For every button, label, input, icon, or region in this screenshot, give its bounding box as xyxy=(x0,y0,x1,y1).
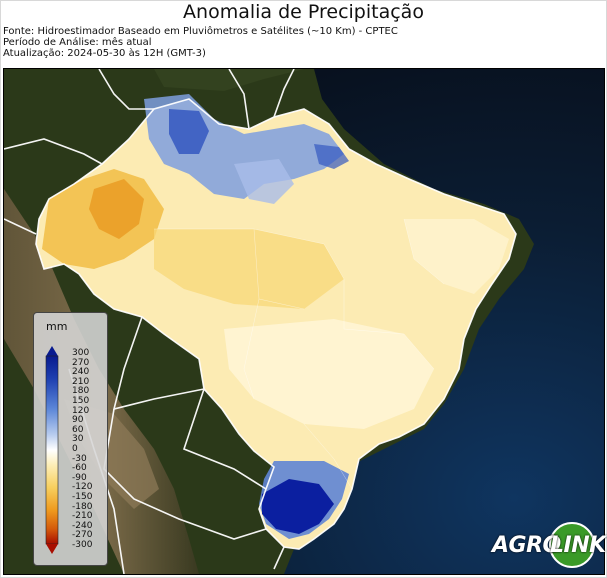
central-dry-zone xyxy=(154,229,344,309)
central-north-wet-patches xyxy=(234,159,294,204)
agrolink-logo: AGRO LINK xyxy=(490,522,606,570)
guyana-border xyxy=(228,69,250,130)
source-text: Fonte: Hidroestimador Baseado em Pluviôm… xyxy=(3,26,398,37)
legend-tick-label: 120 xyxy=(72,405,90,416)
legend-tick-label: -30 xyxy=(72,453,87,464)
venezuela-border xyxy=(98,69,154,110)
brazil-anomaly-field xyxy=(36,94,516,549)
northern-coast-land xyxy=(4,69,304,91)
north-strong-wet-zone xyxy=(169,109,209,154)
east-coast-zone xyxy=(404,219,509,294)
logo-text-agro: AGRO xyxy=(492,533,561,558)
legend-tick-label: -180 xyxy=(72,501,93,512)
legend-colorbar xyxy=(45,346,59,554)
precipitation-anomaly-map xyxy=(3,68,605,575)
legend-tick-label: 180 xyxy=(72,386,90,397)
legend-tick-label: 60 xyxy=(72,424,84,435)
uruguay-border xyxy=(273,546,285,570)
peru-border xyxy=(4,218,37,235)
logo-text-link: LINK xyxy=(550,533,606,558)
colombia-border xyxy=(4,138,103,165)
period-text: Período de Análise: mês atual xyxy=(3,37,152,48)
paraguay-border xyxy=(183,388,267,490)
legend-tick-label: -150 xyxy=(72,492,93,502)
legend-tick-label: -120 xyxy=(72,482,93,493)
suriname-border xyxy=(273,69,295,118)
legend-tick-label: -210 xyxy=(72,511,93,522)
update-text: Atualização: 2024-05-30 às 12H (GMT-3) xyxy=(3,48,206,59)
legend-tick-label: 210 xyxy=(72,376,90,387)
legend-tick-label: -90 xyxy=(72,472,87,483)
legend-tick-label: 300 xyxy=(72,348,90,358)
legend-tick-label: -300 xyxy=(72,540,93,550)
legend-tick-label: 240 xyxy=(72,367,90,378)
legend-tick-label: 90 xyxy=(72,415,84,426)
legend-tick-label: -60 xyxy=(72,463,87,474)
interior-neutral-zone xyxy=(224,319,434,429)
legend-tick-label: 150 xyxy=(72,396,90,406)
legend-panel xyxy=(33,312,108,566)
north-strong-wet-zone-2 xyxy=(314,144,349,169)
legend-tick-label: 270 xyxy=(72,357,90,368)
legend-tick-label: 0 xyxy=(72,444,78,454)
northwest-very-dry-zone xyxy=(89,179,144,239)
state-lines xyxy=(154,218,445,490)
legend-tick-label: -240 xyxy=(72,520,93,531)
south-extreme-wet-zone xyxy=(262,479,334,534)
legend-tick-label: -270 xyxy=(72,530,93,541)
legend-unit: mm xyxy=(46,320,68,333)
map-title: Anomalia de Precipitação xyxy=(183,1,424,23)
legend-tick-label: 30 xyxy=(72,434,84,445)
